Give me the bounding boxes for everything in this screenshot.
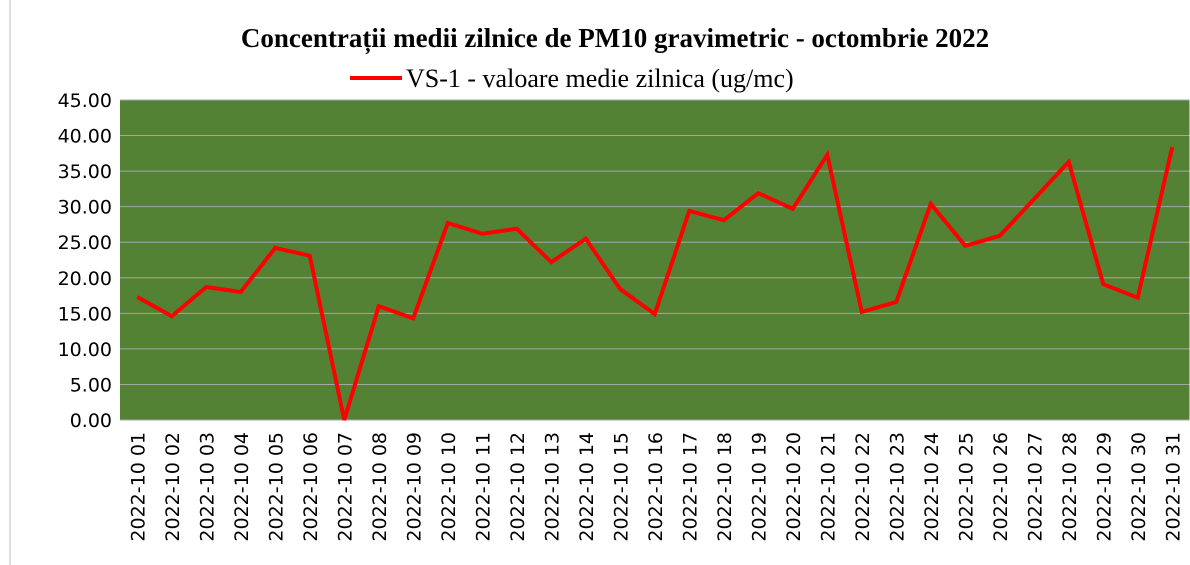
y-tick-label: 5.00 [70,374,112,396]
x-tick-label: 2022-10 24 [921,432,943,542]
x-tick-label: 2022-10 06 [300,432,322,542]
legend-label: VS-1 - valoare medie zilnica (ug/mc) [406,64,794,93]
y-tick-label: 40.00 [58,126,112,148]
y-tick-label: 45.00 [58,90,112,112]
x-tick-label: 2022-10 04 [231,432,253,542]
x-tick-label: 2022-10 10 [438,432,460,542]
x-tick-label: 2022-10 02 [162,432,184,542]
y-tick-label: 30.00 [58,197,112,219]
x-tick-label: 2022-10 05 [265,432,287,542]
chart-title: Concentrații medii zilnice de PM10 gravi… [241,23,989,54]
x-tick-label: 2022-10 22 [852,432,874,542]
y-tick-label: 10.00 [58,339,112,361]
x-tick-label: 2022-10 20 [783,432,805,542]
plot-area [120,100,1190,420]
x-tick-label: 2022-10 28 [1059,432,1081,542]
x-tick-label: 2022-10 12 [507,432,529,542]
x-tick-label: 2022-10 07 [334,432,356,542]
x-tick-label: 2022-10 17 [679,432,701,542]
x-tick-label: 2022-10 26 [990,432,1012,542]
x-tick-label: 2022-10 27 [1024,432,1046,542]
y-tick-label: 0.00 [70,410,112,432]
x-tick-label: 2022-10 19 [748,432,770,542]
x-tick-label: 2022-10 13 [541,432,563,542]
x-tick-label: 2022-10 15 [610,432,632,542]
y-tick-label: 25.00 [58,232,112,254]
y-tick-label: 20.00 [58,268,112,290]
y-tick-label: 35.00 [58,161,112,183]
line-series [136,146,1175,421]
x-tick-label: 2022-10 31 [1162,432,1184,542]
x-tick-label: 2022-10 01 [127,432,149,542]
x-tick-label: 2022-10 09 [403,432,425,542]
x-tick-label: 2022-10 29 [1093,432,1115,542]
x-tick-label: 2022-10 08 [369,432,391,542]
x-tick-label: 2022-10 14 [576,432,598,542]
x-tick-label: 2022-10 03 [196,432,218,542]
x-tick-label: 2022-10 25 [955,432,977,542]
x-tick-label: 2022-10 18 [714,432,736,542]
x-tick-label: 2022-10 16 [645,432,667,542]
x-tick-label: 2022-10 11 [472,432,494,542]
x-tick-label: 2022-10 30 [1128,432,1150,542]
x-tick-label: 2022-10 21 [817,432,839,542]
y-tick-label: 15.00 [58,303,112,325]
x-tick-label: 2022-10 23 [886,432,908,542]
